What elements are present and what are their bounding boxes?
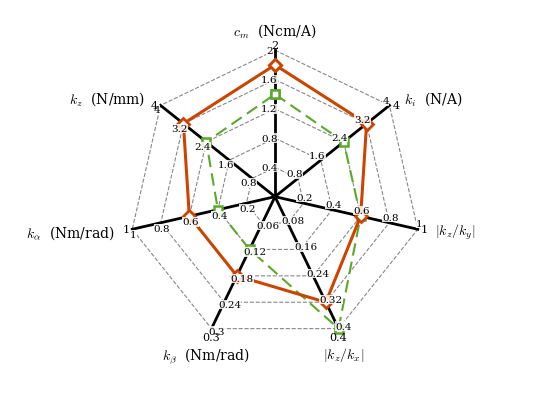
Text: 0.24: 0.24 [218,301,241,310]
Text: 0.06: 0.06 [256,222,279,231]
Text: 0.18: 0.18 [230,274,254,283]
Text: 0.3: 0.3 [202,332,221,342]
Text: 0.8: 0.8 [286,170,302,179]
Text: $|k_z/k_x|$: $|k_z/k_x|$ [323,345,364,363]
Text: 1: 1 [122,225,129,235]
Text: 0.2: 0.2 [239,205,256,214]
Text: 0.6: 0.6 [354,207,370,216]
Text: 0.6: 0.6 [183,218,199,227]
Text: 1.6: 1.6 [217,161,234,170]
Text: 0.4: 0.4 [261,164,277,173]
Text: 0.08: 0.08 [282,216,305,225]
Text: 2: 2 [272,41,278,51]
Text: 4: 4 [151,101,158,111]
Text: 2: 2 [266,47,272,56]
Text: 1: 1 [421,225,428,235]
Text: 4: 4 [392,101,399,111]
Text: 0.4: 0.4 [329,332,348,342]
Text: 0.2: 0.2 [296,193,313,202]
Text: 4: 4 [153,106,160,115]
Text: 0.12: 0.12 [243,248,266,257]
Text: 0.4: 0.4 [325,200,342,209]
Text: 1: 1 [416,220,422,229]
Text: $|k_z/k_y|$: $|k_z/k_y|$ [435,222,475,242]
Text: 0.8: 0.8 [382,213,399,222]
Text: 2.4: 2.4 [332,133,348,142]
Text: 0.32: 0.32 [320,295,343,304]
Text: $k_{\beta}$  (Nm/rad): $k_{\beta}$ (Nm/rad) [162,345,250,365]
Text: 0.8: 0.8 [154,225,170,234]
Text: 4: 4 [382,97,389,106]
Text: $k_{\alpha}$  (Nm/rad): $k_{\alpha}$ (Nm/rad) [26,223,115,241]
Text: 0.24: 0.24 [307,269,330,278]
Text: 0.3: 0.3 [208,327,225,336]
Text: 1.2: 1.2 [261,105,277,114]
Text: 3.2: 3.2 [355,115,371,124]
Text: 0.8: 0.8 [240,179,257,188]
Text: 1.6: 1.6 [309,152,326,161]
Text: 0.8: 0.8 [261,134,277,143]
Text: 1: 1 [130,231,137,240]
Text: 1.6: 1.6 [261,76,277,85]
Text: 0.4: 0.4 [211,211,228,220]
Text: $k_i$  (N/A): $k_i$ (N/A) [404,90,463,108]
Text: 3.2: 3.2 [172,124,188,133]
Text: $k_z$  (N/mm): $k_z$ (N/mm) [69,90,146,108]
Text: 2.4: 2.4 [194,143,211,152]
Text: 0.16: 0.16 [294,243,317,252]
Text: $c_m$  (Ncm/A): $c_m$ (Ncm/A) [233,22,317,39]
Text: 0.4: 0.4 [336,322,352,331]
